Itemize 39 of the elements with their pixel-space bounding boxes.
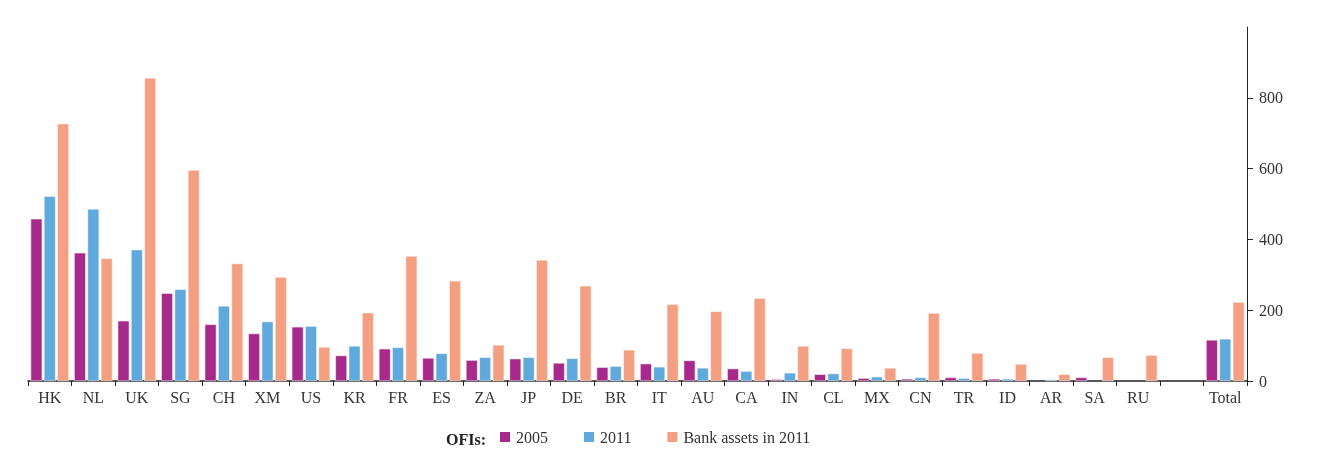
x-tick-label: US xyxy=(300,388,322,406)
legend-label: Bank assets in 2011 xyxy=(683,428,811,446)
x-tick-label: IT xyxy=(651,388,668,406)
x-tick-label: ZA xyxy=(474,388,497,406)
legend-title: OFIs: xyxy=(446,430,486,448)
legend-label: 2005 xyxy=(516,428,548,446)
x-tick-label: AR xyxy=(1039,388,1063,406)
x-tick-label: BR xyxy=(605,388,627,406)
x-tick-label: AU xyxy=(691,388,715,406)
x-tick-label: UK xyxy=(125,388,149,406)
x-tick-label: CN xyxy=(909,388,933,406)
legend-label: 2011 xyxy=(600,428,632,446)
x-tick-label: RU xyxy=(1127,388,1150,406)
x-tick-label: ES xyxy=(432,388,451,406)
x-tick-label: CL xyxy=(823,388,844,406)
x-tick-label: MX xyxy=(864,388,891,406)
x-tick-label: ID xyxy=(999,388,1016,406)
x-tick-label: TR xyxy=(953,388,975,406)
y-tick-label: 0 xyxy=(1259,372,1267,390)
x-tick-label: SA xyxy=(1084,388,1106,406)
x-tick-label: CA xyxy=(735,388,758,406)
bar xyxy=(1145,355,1158,381)
x-tick-label: Total xyxy=(1208,388,1243,406)
x-tick-label: CH xyxy=(212,388,236,406)
x-tick-label: XM xyxy=(254,388,281,406)
x-tick-label: NL xyxy=(82,388,104,406)
bar xyxy=(1102,357,1114,381)
y-tick-label: 600 xyxy=(1259,160,1283,178)
y-tick-label: 200 xyxy=(1259,301,1283,319)
x-tick-label: DE xyxy=(561,388,583,406)
x-tick-label: FR xyxy=(388,388,409,406)
x-tick-label: HK xyxy=(38,388,62,406)
x-tick-label: KR xyxy=(343,388,366,406)
x-tick-label: SG xyxy=(170,388,192,406)
y-tick-label: 400 xyxy=(1259,230,1283,248)
bar xyxy=(1075,377,1088,381)
x-tick-label: JP xyxy=(521,388,537,406)
x-tick-label: IN xyxy=(781,388,799,406)
y-tick-label: 800 xyxy=(1259,89,1283,107)
